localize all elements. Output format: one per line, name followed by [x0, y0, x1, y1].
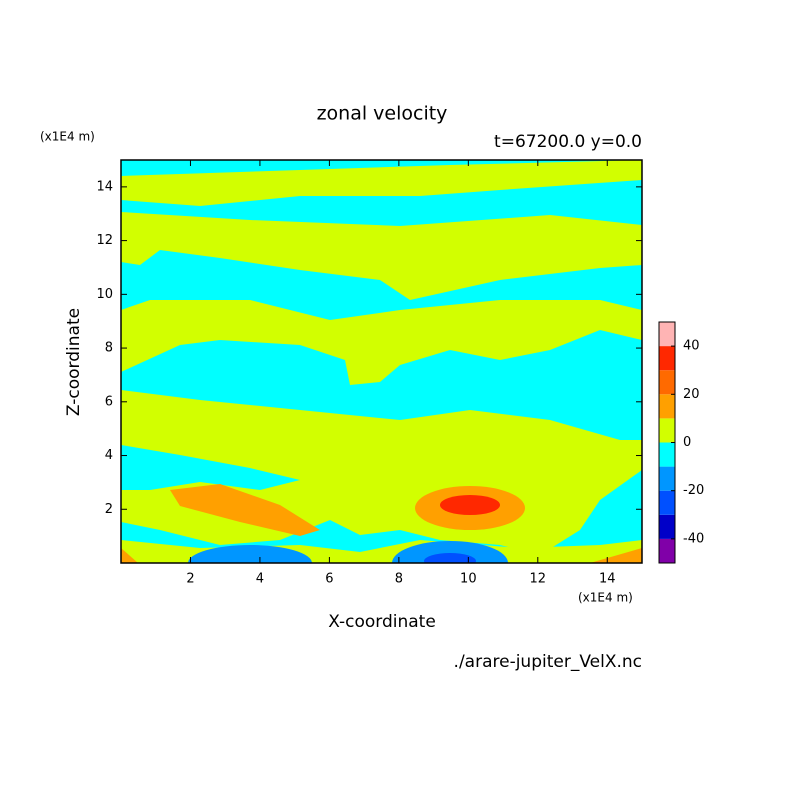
y-axis-label: Z-coordinate	[64, 308, 84, 416]
x-tick-label: 10	[460, 572, 477, 587]
colorbar-tick-label: -20	[683, 483, 704, 498]
colorbar-swatch	[659, 394, 675, 419]
y-tick-label: 2	[105, 502, 113, 517]
contour-region	[188, 545, 312, 563]
x-tick-label: 4	[256, 572, 264, 587]
chart-subtitle: t=67200.0 y=0.0	[494, 132, 642, 152]
plot-frame	[120, 159, 643, 564]
colorbar-swatch	[659, 418, 675, 443]
colorbar-tick-label: 20	[683, 387, 700, 402]
x-unit: (x1E4 m)	[578, 591, 633, 605]
contour-region	[170, 484, 320, 536]
y-tick-label: 8	[105, 341, 113, 356]
colorbar-swatch	[659, 346, 675, 371]
colorbar-swatch	[659, 322, 675, 347]
x-tick-label: 14	[599, 572, 616, 587]
y-tick-label: 12	[96, 233, 113, 248]
contour-region	[121, 548, 138, 563]
colorbar-tick-label: -40	[683, 531, 704, 546]
colorbar-swatch	[659, 538, 675, 563]
colorbar-tick-label: 40	[683, 339, 700, 354]
contour-region	[121, 212, 642, 300]
contour-region	[392, 541, 508, 563]
y-tick-label: 4	[105, 448, 113, 463]
colorbar-swatch	[659, 370, 675, 395]
chart-title: zonal velocity	[317, 103, 448, 125]
x-axis-label: X-coordinate	[328, 612, 436, 632]
contour-region	[121, 160, 642, 206]
contour-region	[121, 300, 642, 385]
y-unit: (x1E4 m)	[40, 130, 95, 144]
x-tick-label: 12	[530, 572, 547, 587]
colorbar-swatch	[659, 490, 675, 515]
contour-region	[440, 495, 500, 515]
contour-region	[121, 445, 300, 490]
colorbar-swatch	[659, 442, 675, 467]
contour-region	[424, 553, 476, 563]
y-tick-label: 14	[96, 179, 113, 194]
y-tick-label: 10	[96, 287, 113, 302]
x-tick-label: 8	[395, 572, 403, 587]
y-tick-label: 6	[105, 394, 113, 409]
colorbar-swatch	[659, 514, 675, 539]
colorbar-tick-label: 0	[683, 435, 691, 450]
colorbar-swatch	[659, 466, 675, 491]
contour-region	[590, 548, 642, 563]
footnote: ./arare-jupiter_VelX.nc	[454, 652, 642, 672]
contour-field	[121, 160, 642, 563]
x-tick-label: 2	[186, 572, 194, 587]
x-tick-label: 6	[325, 572, 333, 587]
